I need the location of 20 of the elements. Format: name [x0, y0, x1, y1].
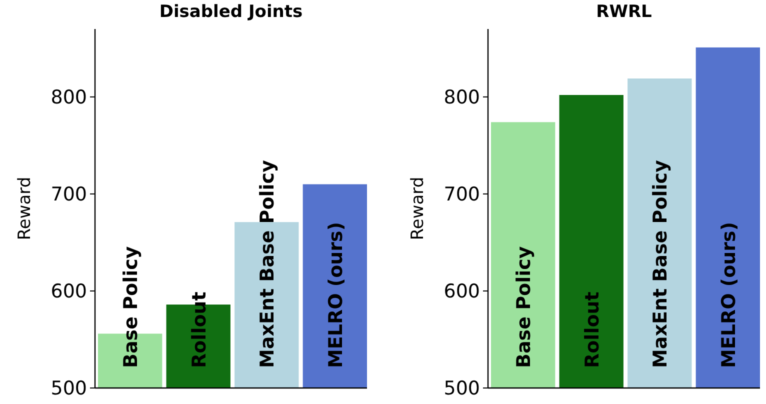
- x-tick-label: MELRO (ours): [324, 222, 347, 368]
- y-tick-label: 800: [444, 86, 480, 109]
- chart-title: Disabled Joints: [159, 2, 303, 22]
- x-tick-label: Rollout: [188, 292, 210, 368]
- x-tick-label: MELRO (ours): [718, 222, 740, 368]
- y-tick-label: 500: [444, 378, 480, 400]
- y-tick-label: 700: [444, 184, 480, 206]
- y-axis-title: Reward: [15, 176, 35, 240]
- chart-title: RWRL: [596, 2, 652, 22]
- y-tick-label: 800: [50, 86, 87, 109]
- x-tick-label: MaxEnt Base Policy: [256, 159, 279, 368]
- y-tick-label: 600: [50, 280, 87, 303]
- x-tick-label: Rollout: [581, 292, 604, 368]
- y-tick-label: 700: [50, 184, 87, 206]
- x-tick-label: Base Policy: [120, 246, 142, 368]
- y-tick-label: 500: [50, 378, 87, 400]
- y-tick-label: 600: [444, 280, 480, 303]
- x-tick-label: MaxEnt Base Policy: [650, 159, 672, 368]
- x-tick-label: Base Policy: [513, 246, 536, 368]
- y-axis-title: Reward: [408, 176, 428, 240]
